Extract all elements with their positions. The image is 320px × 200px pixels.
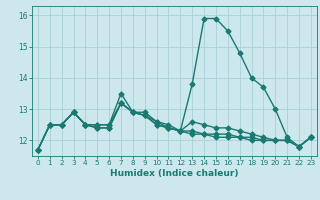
X-axis label: Humidex (Indice chaleur): Humidex (Indice chaleur)	[110, 169, 239, 178]
